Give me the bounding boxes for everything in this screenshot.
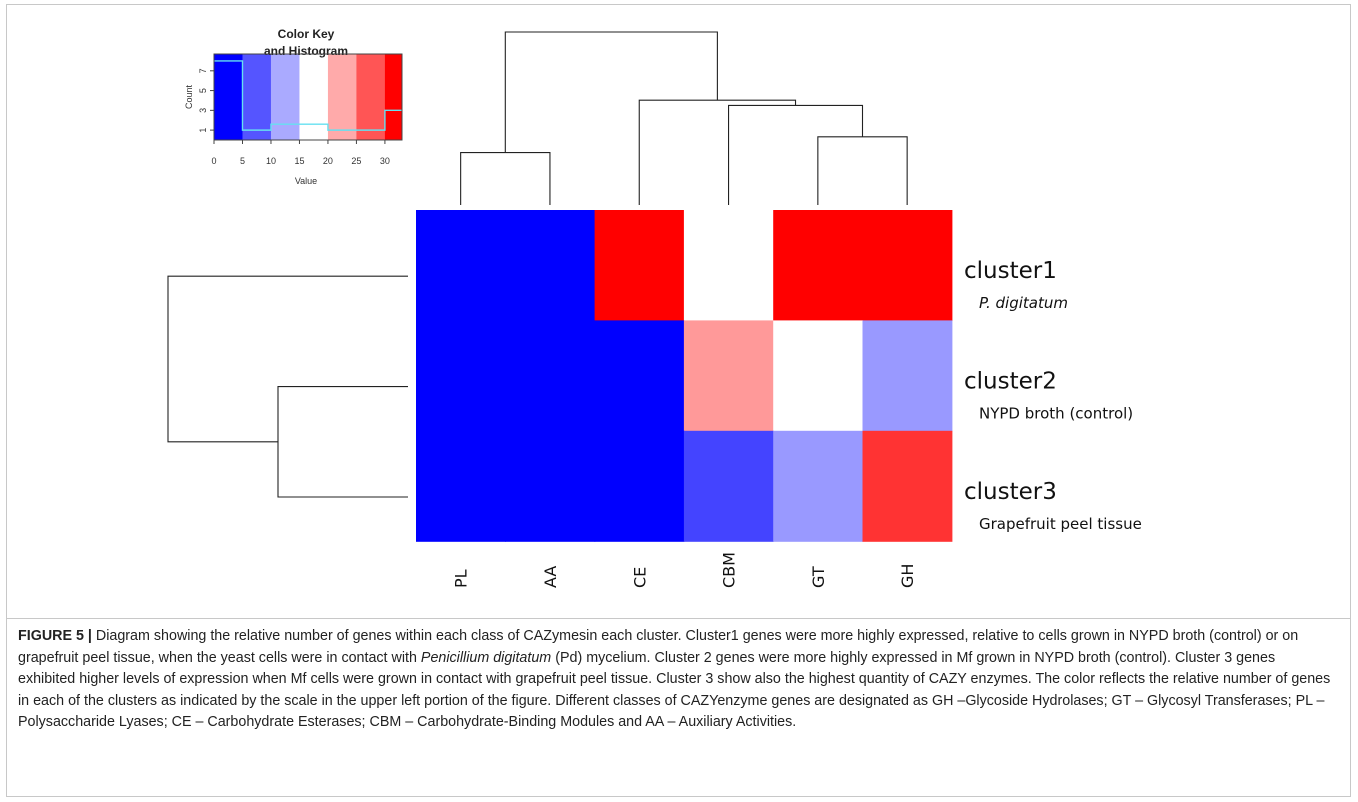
row-label-cluster2: cluster2 <box>964 368 1057 394</box>
column-label-aa: AA <box>541 566 560 588</box>
color-key-bin-3 <box>270 54 300 140</box>
row-label-cluster3: cluster3 <box>964 479 1057 505</box>
row-label-cluster1: cluster1 <box>964 258 1057 284</box>
caption-text-segment: (Pd) mycelium. Cluster 2 genes were more… <box>18 649 1331 731</box>
color-key-bin-6 <box>356 54 386 140</box>
color-key-bin-7 <box>384 54 403 140</box>
column-dendrogram-branch-5 <box>504 31 718 153</box>
heatmap-cell-cluster1-GH <box>862 210 953 321</box>
color-key-bin-4 <box>299 54 329 140</box>
color-key-x-tick-label: 10 <box>266 156 276 166</box>
color-key-ylabel: Count <box>184 85 194 110</box>
color-key-bin-1 <box>214 54 243 140</box>
column-label-pl: PL <box>452 569 471 588</box>
heatmap-cell-cluster2-CE <box>594 320 685 432</box>
caption-text-segment: Diagram showing the relative number of g… <box>18 628 1299 666</box>
heatmap-cell-cluster1-AA <box>505 210 596 321</box>
row-subtitle-cluster3: Grapefruit peel tissue <box>979 515 1142 533</box>
heatmap-cell-cluster2-GH <box>862 320 953 432</box>
heatmap-cell-cluster2-GT <box>773 320 864 432</box>
row-dendrogram-branch-2 <box>167 275 408 443</box>
caption-label: FIGURE 5 | <box>18 628 92 644</box>
color-key-title: Color Key <box>278 27 335 41</box>
color-key-y-tick-label: 5 <box>198 88 208 93</box>
figure-caption: FIGURE 5 | Diagram showing the relative … <box>18 626 1336 734</box>
color-key-y-tick-label: 1 <box>198 128 208 133</box>
heatmap-cell-cluster3-GT <box>773 430 864 542</box>
color-key-x-tick-label: 15 <box>294 156 304 166</box>
color-key-y-tick-label: 7 <box>198 68 208 73</box>
column-label-ce: CE <box>630 567 649 588</box>
caption-divider <box>7 618 1350 619</box>
color-key-bin-2 <box>242 54 272 140</box>
heatmap-cell-cluster2-CBM <box>683 320 774 432</box>
color-key-x-tick-label: 30 <box>380 156 390 166</box>
heatmap-figure: PL AA CE CBM GT GH cluster1 P. digitatum cluster… <box>167 27 1142 588</box>
column-dendrogram-branch-4 <box>638 99 797 205</box>
heatmap-cell-cluster3-GH <box>862 430 953 542</box>
heatmap-cell-cluster1-CE <box>594 210 685 321</box>
heatmap-cell-cluster3-PL <box>416 430 506 542</box>
color-key-x-tick-label: 25 <box>351 156 361 166</box>
color-key-frame <box>213 53 403 141</box>
heatmap-cell-cluster1-CBM <box>683 210 774 321</box>
caption-text-segment: Penicillium digitatum <box>420 649 552 666</box>
color-key-histogram <box>214 60 402 131</box>
heatmap-cell-cluster3-CE <box>594 430 685 542</box>
column-label-cbm: CBM <box>720 552 739 588</box>
column-label-gt: GT <box>809 566 828 588</box>
color-key-bin-5 <box>327 54 357 140</box>
color-key-x-tick-label: 0 <box>211 156 216 166</box>
color-key-subtitle: and Histogram <box>264 44 348 58</box>
color-key-xlabel: Value <box>295 176 317 186</box>
column-dendrogram-branch-1 <box>460 152 551 205</box>
heatmap-cell-cluster3-CBM <box>683 430 774 542</box>
heatmap-cell-cluster2-PL <box>416 320 506 432</box>
column-dendrogram-branch-3 <box>728 104 864 205</box>
color-key-y-tick-label: 3 <box>198 108 208 113</box>
heatmap-cell-cluster1-GT <box>773 210 864 321</box>
color-key-x-tick-label: 5 <box>240 156 245 166</box>
heatmap-cell-cluster2-AA <box>505 320 596 432</box>
heatmap-cell-cluster1-PL <box>416 210 506 321</box>
color-key-x-tick-label: 20 <box>323 156 333 166</box>
column-dendrogram-branch-2 <box>817 136 908 205</box>
row-subtitle-cluster1: P. digitatum <box>979 294 1068 312</box>
heatmap-cell-cluster3-AA <box>505 430 596 542</box>
row-subtitle-cluster2: NYPD broth (control) <box>979 404 1133 422</box>
column-label-gh: GH <box>898 564 917 588</box>
row-dendrogram-branch-1 <box>277 386 408 498</box>
